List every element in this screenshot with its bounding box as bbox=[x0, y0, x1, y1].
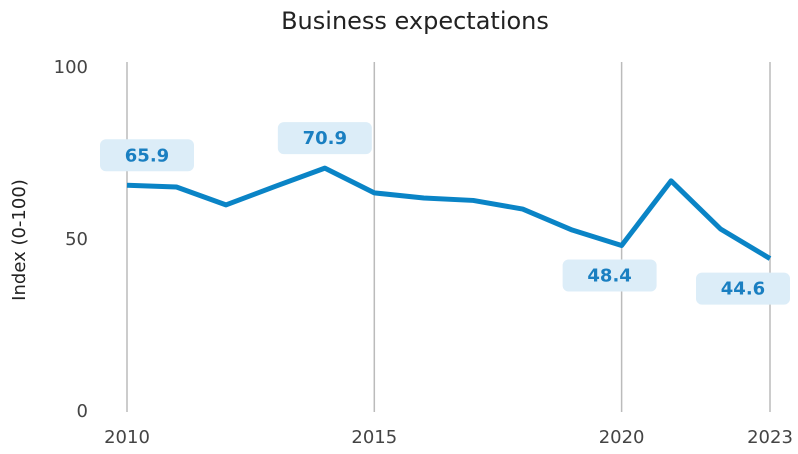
data-line bbox=[126, 165, 772, 261]
value-label: 70.9 bbox=[303, 128, 347, 149]
value-label-box bbox=[100, 139, 194, 172]
x-tick-label: 2023 bbox=[747, 427, 793, 448]
value-label: 44.6 bbox=[721, 279, 765, 300]
value-label-box bbox=[696, 272, 790, 305]
value-label: 48.4 bbox=[587, 266, 631, 287]
y-tick-label: 0 bbox=[77, 401, 88, 422]
x-tick-label: 2015 bbox=[351, 427, 397, 448]
value-label-box bbox=[562, 259, 657, 292]
value-label: 65.9 bbox=[125, 145, 169, 166]
y-tick-label: 100 bbox=[54, 57, 88, 78]
y-tick-label: 50 bbox=[65, 229, 88, 250]
x-tick-label: 2010 bbox=[104, 427, 150, 448]
x-tick-label: 2020 bbox=[599, 427, 645, 448]
y-axis-label: Index (0-100) bbox=[9, 179, 30, 301]
value-label-box bbox=[277, 122, 372, 155]
chart-title: Business expectations bbox=[281, 7, 549, 35]
